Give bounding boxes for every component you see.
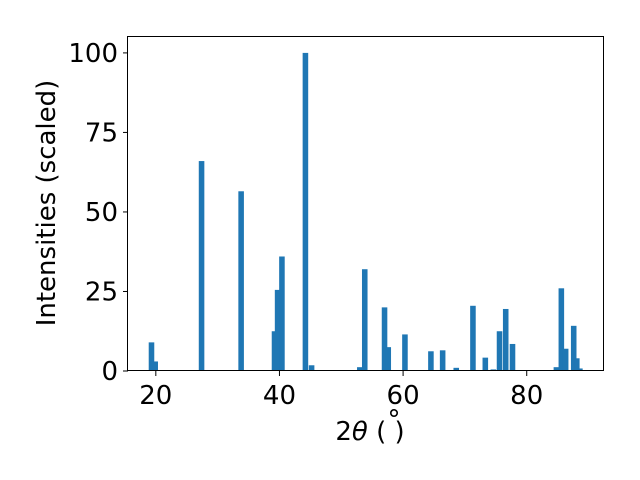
y-tick-label-2: 50	[85, 198, 118, 228]
x-axis-label-suffix: ( )	[368, 417, 405, 447]
x-axis-label: 2θ ( )	[335, 417, 404, 447]
bar-11	[381, 307, 388, 371]
bar-7	[302, 52, 309, 372]
y-axis-ticks: 0 25 50 75 100	[68, 39, 128, 387]
x-axis-label-degree: °	[388, 405, 401, 435]
bars-group	[148, 52, 583, 372]
y-tick-label-1: 25	[85, 277, 118, 307]
y-tick-label-4: 100	[68, 39, 118, 69]
x-tick-label-0: 20	[139, 381, 172, 411]
bar-18	[482, 357, 489, 371]
x-axis-label-theta: θ	[352, 417, 368, 447]
bar-23	[553, 367, 560, 371]
bar-4	[271, 331, 278, 371]
bar-3	[238, 191, 244, 371]
bar-12	[385, 347, 392, 371]
bar-28	[577, 368, 583, 371]
bar-0	[148, 342, 155, 371]
bar-25	[562, 348, 569, 371]
bar-22	[509, 343, 516, 371]
bar-17	[470, 305, 476, 371]
bar-9	[357, 367, 363, 371]
bar-24	[558, 288, 565, 371]
y-axis-label: Intensities (scaled)	[32, 80, 62, 327]
bar-27	[574, 358, 580, 371]
x-tick-label-3: 80	[510, 381, 543, 411]
y-tick-label-0: 0	[101, 357, 118, 387]
bar-26	[570, 325, 577, 371]
bar-6	[279, 256, 285, 371]
bar-16	[453, 367, 460, 371]
bar-13	[402, 334, 408, 371]
bar-8	[308, 365, 315, 371]
bar-20	[496, 331, 503, 371]
x-tick-label-1: 40	[263, 381, 296, 411]
y-tick-label-3: 75	[85, 118, 118, 148]
bar-5	[274, 289, 281, 371]
plot-frame	[127, 36, 604, 371]
bar-10	[361, 269, 368, 371]
bar-15	[439, 350, 446, 371]
x-axis-label-prefix: 2	[335, 417, 352, 447]
bar-21	[502, 308, 509, 371]
bar-14	[428, 351, 434, 371]
bar-1	[152, 361, 158, 371]
x-tick-label-2: 60	[387, 381, 420, 411]
bar-2	[198, 161, 205, 371]
x-axis-ticks: 20 40 60 80	[139, 371, 543, 411]
